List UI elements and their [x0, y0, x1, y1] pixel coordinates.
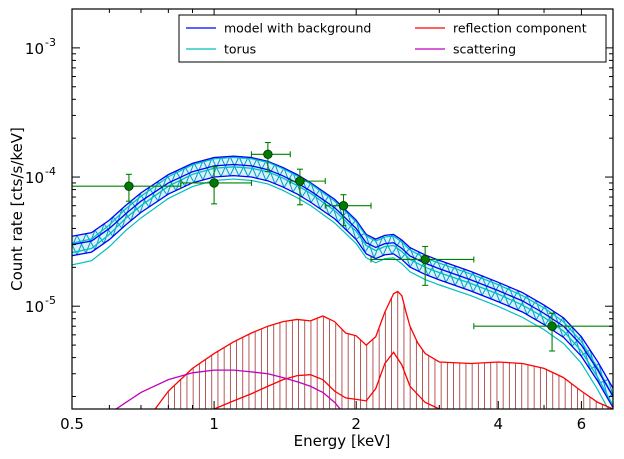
y-axis-ticks: 10-510-410-3 [25, 8, 613, 397]
y-tick-exponent-2: -3 [45, 36, 56, 49]
marker-6 [547, 321, 557, 331]
series-scattering [115, 369, 341, 409]
y-tick-exponent-0: -5 [45, 294, 56, 307]
hatch-line-b-21 [256, 160, 267, 179]
data-point-2 [250, 141, 291, 173]
hatch-line-b-10 [157, 175, 168, 202]
series-torus-upper [72, 156, 613, 397]
plot-frame [71, 8, 614, 410]
legend-label-torus: torus [224, 42, 256, 57]
hatch-line-b-3 [94, 223, 105, 250]
hatch-line-b-27 [310, 188, 321, 203]
hatch-line-b-46 [481, 279, 492, 296]
series-model-with-background [72, 163, 613, 397]
legend-label-reflection: reflection component [453, 21, 587, 36]
hatch-line-b-19 [238, 157, 249, 177]
hatch-line-b-23 [274, 167, 285, 184]
hatch-line-b-44 [463, 272, 474, 289]
series-reflection-component-lower [213, 351, 440, 409]
hatch-line-b-4 [103, 216, 114, 244]
hatch-line-b-29 [328, 202, 339, 216]
marker-0 [124, 181, 134, 191]
x-tick-label-4: 6 [577, 415, 587, 433]
hatch-line-b-33 [364, 238, 375, 253]
data-point-1 [180, 166, 253, 205]
hatch-line-b-35 [382, 234, 393, 256]
data-point-4 [324, 194, 372, 227]
hatch-line-b-15 [202, 157, 213, 181]
hatch-line-b-28 [319, 195, 330, 209]
hatch-line-b-37 [400, 247, 411, 260]
marker-3 [295, 176, 305, 186]
data-point-0 [72, 173, 182, 202]
hatch-line-b-31 [346, 219, 357, 232]
series-lines [72, 155, 613, 409]
x-tick-label-0: 0.5 [60, 415, 84, 433]
series-torus [72, 166, 613, 406]
hatch-line-b-26 [301, 182, 312, 198]
data-point-5 [370, 245, 475, 286]
series-model-upper [72, 155, 613, 389]
hatch-line-b-56 [571, 336, 582, 347]
hatch-line-b-36 [391, 239, 402, 255]
hatch-line-b-47 [490, 282, 501, 300]
series-torus-lower [72, 178, 609, 409]
y-tick-label-1: 10 [25, 169, 44, 187]
hatch-line-b-30 [337, 210, 348, 223]
x-axis-label: Energy [keV] [294, 432, 391, 450]
plot-area [72, 141, 613, 409]
y-tick-label-2: 10 [25, 40, 44, 58]
y-tick-label-0: 10 [25, 298, 44, 316]
x-axis-ticks: 0.5 1 2 4 6 [60, 9, 614, 433]
hatch-line-b-45 [472, 275, 483, 293]
data-point-6 [473, 312, 613, 352]
series-reflection-component [154, 290, 613, 409]
marker-2 [263, 149, 273, 159]
hatch-line-b-24 [283, 172, 294, 188]
hatch-line-b-57 [580, 349, 591, 357]
legend: model with background reflection compone… [178, 14, 607, 63]
hatch-line-b-17 [220, 156, 231, 177]
hatch-line-b-43 [454, 268, 465, 286]
legend-label-scattering: scattering [453, 42, 516, 57]
x-tick-label-3: 4 [494, 415, 504, 433]
data-point-3 [289, 168, 326, 206]
marker-1 [209, 178, 219, 188]
marker-4 [338, 200, 349, 211]
x-tick-label-1: 1 [209, 415, 219, 433]
y-tick-exponent-1: -4 [45, 165, 56, 178]
legend-box [178, 14, 607, 63]
x-tick-label-2: 2 [351, 415, 361, 433]
hatch-line-b-32 [355, 232, 366, 240]
hatch-line-b-14 [193, 160, 204, 183]
hatch-line-b-55 [562, 326, 573, 338]
reflection-stripes [167, 291, 609, 409]
data-points [72, 141, 613, 352]
series-model-lower [72, 175, 613, 408]
hatch-line-b-11 [166, 170, 177, 196]
y-axis-label: Count rate [cts/s/keV] [8, 127, 26, 291]
legend-label-model: model with background [224, 21, 371, 36]
marker-5 [420, 254, 430, 265]
